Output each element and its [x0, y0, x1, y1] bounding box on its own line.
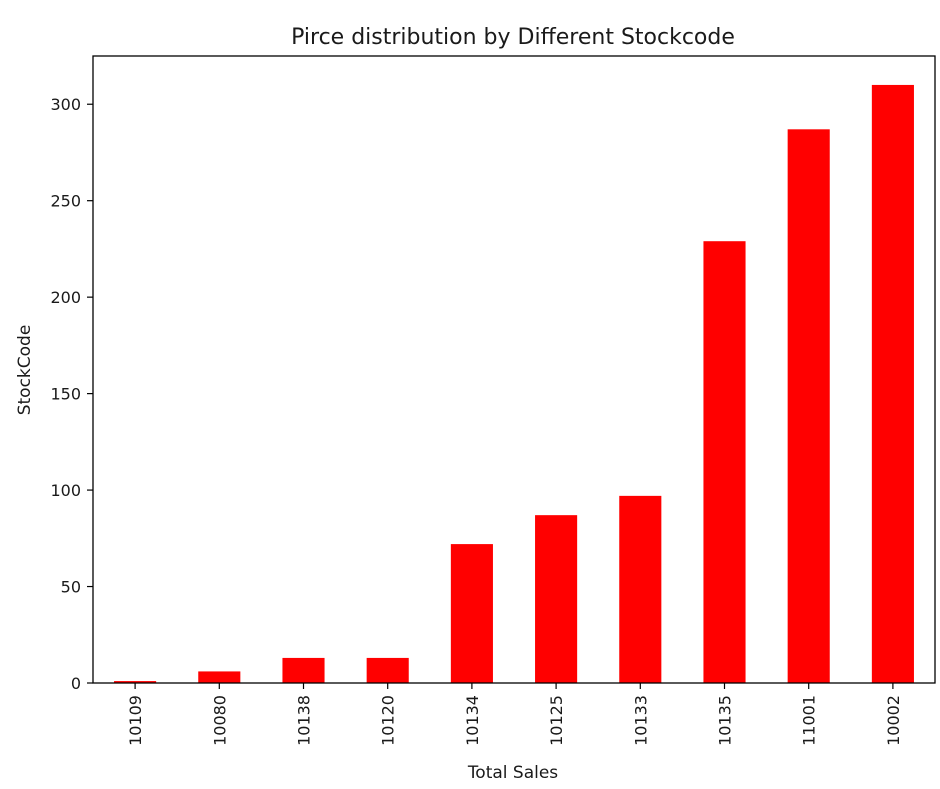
- x-axis: 10109 10080 10138 10120 10134 10125 10133 10135…: [126, 683, 903, 746]
- bar-10135: [703, 241, 746, 683]
- y-tick-label: 100: [50, 481, 81, 500]
- x-tick-label: 10135: [716, 695, 735, 746]
- x-tick-label: 10120: [379, 695, 398, 746]
- x-tick-label: 10133: [631, 695, 650, 746]
- plot-area-frame: [92, 55, 936, 684]
- x-tick-label: 10002: [884, 695, 903, 746]
- bar-10134: [450, 544, 493, 683]
- x-tick-label: 10109: [126, 695, 145, 746]
- bar-10125: [535, 515, 578, 683]
- bar-11001: [787, 129, 830, 683]
- bar-10080: [198, 671, 241, 683]
- bar-10133: [619, 495, 662, 683]
- y-tick-label: 300: [50, 95, 81, 114]
- x-tick-label: 10134: [463, 695, 482, 746]
- bars-group: [114, 84, 914, 683]
- bar-10120: [366, 657, 409, 683]
- y-tick-label: 150: [50, 385, 81, 404]
- y-tick-label: 200: [50, 288, 81, 307]
- y-tick-label: 0: [71, 674, 81, 693]
- bar-10002: [871, 84, 914, 683]
- x-axis-label: Total Sales: [467, 763, 558, 783]
- bar-10109: [114, 681, 157, 683]
- y-axis-label: StockCode: [15, 325, 35, 416]
- y-tick-label: 250: [50, 192, 81, 211]
- bar-10138: [282, 657, 325, 683]
- x-tick-label: 11001: [800, 695, 819, 746]
- y-axis: 0 50 100 150 200 250 300: [50, 95, 93, 693]
- chart-title: Pirce distribution by Different Stockcod…: [291, 25, 735, 50]
- x-tick-label: 10125: [547, 695, 566, 746]
- y-tick-label: 50: [61, 578, 81, 597]
- x-tick-label: 10080: [210, 695, 229, 746]
- x-tick-label: 10138: [295, 695, 314, 746]
